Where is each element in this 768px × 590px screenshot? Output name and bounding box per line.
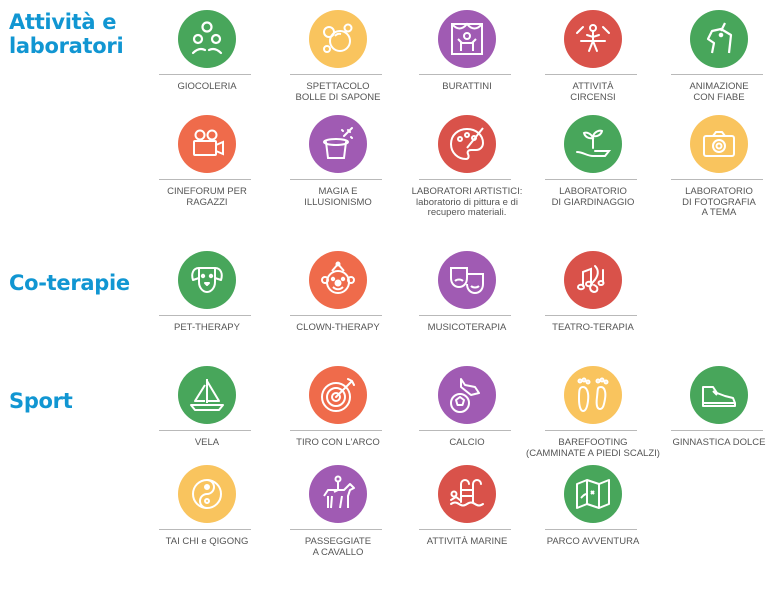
movie-camera-icon — [178, 115, 236, 173]
soap-bubbles-icon — [309, 10, 367, 68]
sailboat-icon — [178, 366, 236, 424]
activity-tile: MAGIA E ILLUSIONISMO — [276, 115, 404, 240]
palette-icon — [438, 115, 496, 173]
clown-icon — [309, 251, 367, 309]
sport-label: VELA — [194, 437, 220, 448]
sport-label: CALCIO — [449, 437, 485, 448]
sport-tile: BAREFOOTING (CAMMINATE A PIEDI SCALZI) — [526, 366, 660, 491]
sport-tile: PASSEGGIATE A CAVALLO — [276, 465, 404, 590]
activity-tile: ANIMAZIONE CON FIABE — [657, 10, 768, 135]
sneaker-icon — [690, 366, 748, 424]
circus-icon — [564, 10, 622, 68]
activity-label: CINEFORUM PER RAGAZZI — [167, 186, 247, 208]
dog-icon — [178, 251, 236, 309]
archery-target-icon — [309, 366, 367, 424]
theater-masks-icon — [438, 251, 496, 309]
music-notes-icon — [564, 251, 622, 309]
sport-label: TAI CHI e QIGONG — [165, 536, 249, 547]
magic-hat-icon — [309, 115, 367, 173]
coterapia-label: CLOWN-THERAPY — [296, 322, 380, 333]
activity-label: ANIMAZIONE CON FIABE — [689, 81, 749, 103]
activity-label: SPETTACOLO BOLLE DI SAPONE — [295, 81, 381, 103]
sport-label: BAREFOOTING (CAMMINATE A PIEDI SCALZI) — [526, 437, 660, 459]
coterapia-tile: PET-THERAPY — [145, 251, 273, 376]
coterapia-tile: TEATRO-TERAPIA — [531, 251, 659, 376]
activity-tile: LABORATORIO DI FOTOGRAFIA A TEMA — [657, 115, 768, 240]
title-line-2: laboratori — [9, 34, 124, 58]
puppet-theater-icon — [438, 10, 496, 68]
sport-label: GINNASTICA DOLCE — [672, 437, 766, 448]
coterapia-tile: MUSICOTERAPIA — [405, 251, 533, 376]
sport-tile: TAI CHI e QIGONG — [145, 465, 273, 590]
yin-yang-icon — [178, 465, 236, 523]
activity-tile: ATTIVITÀ CIRCENSI — [531, 10, 659, 135]
sport-tile: VELA — [145, 366, 273, 491]
activity-tile: CINEFORUM PER RAGAZZI — [145, 115, 273, 240]
activity-label: LABORATORI ARTISTICI: laboratorio di pit… — [411, 186, 523, 218]
sport-label: PASSEGGIATE A CAVALLO — [304, 536, 372, 558]
sport-label: PARCO AVVENTURA — [546, 536, 640, 547]
football-icon — [438, 366, 496, 424]
section-title-coterapie: Co-terapie — [9, 271, 130, 295]
map-icon — [564, 465, 622, 523]
coterapia-label: MUSICOTERAPIA — [427, 322, 507, 333]
sport-tile: CALCIO — [405, 366, 533, 491]
activity-label: LABORATORIO DI FOTOGRAFIA A TEMA — [682, 186, 756, 218]
sport-label: ATTIVITÀ MARINE — [426, 536, 508, 547]
section-title-attivita: Attività e laboratori — [9, 10, 124, 58]
sport-tile: ATTIVITÀ MARINE — [405, 465, 533, 590]
activity-label: MAGIA E ILLUSIONISMO — [304, 186, 372, 208]
sport-tile: TIRO CON L'ARCO — [276, 366, 404, 491]
activity-label: BURATTINI — [442, 81, 492, 92]
footprints-icon — [564, 366, 622, 424]
section-title-sport: Sport — [9, 389, 73, 413]
camera-icon — [690, 115, 748, 173]
unicorn-icon — [690, 10, 748, 68]
sport-tile: PARCO AVVENTURA — [531, 465, 659, 590]
plant-hand-icon — [564, 115, 622, 173]
coterapia-tile: CLOWN-THERAPY — [276, 251, 404, 376]
sport-label: TIRO CON L'ARCO — [296, 437, 380, 448]
activity-label: LABORATORIO DI GIARDINAGGIO — [551, 186, 635, 208]
activity-tile: LABORATORIO DI GIARDINAGGIO — [531, 115, 659, 240]
activity-tile: LABORATORI ARTISTICI: laboratorio di pit… — [405, 115, 533, 240]
activity-label: GIOCOLERIA — [177, 81, 237, 92]
activity-tile: BURATTINI — [405, 10, 533, 135]
juggling-icon — [178, 10, 236, 68]
activity-tile: GIOCOLERIA — [145, 10, 273, 135]
sport-tile: GINNASTICA DOLCE — [657, 366, 768, 491]
activity-tile: SPETTACOLO BOLLE DI SAPONE — [276, 10, 404, 135]
pool-ladder-icon — [438, 465, 496, 523]
activity-label: ATTIVITÀ CIRCENSI — [570, 81, 616, 103]
coterapia-label: PET-THERAPY — [174, 322, 240, 333]
title-line-1: Attività e — [9, 10, 117, 34]
horse-rider-icon — [309, 465, 367, 523]
coterapia-label: TEATRO-TERAPIA — [552, 322, 634, 333]
